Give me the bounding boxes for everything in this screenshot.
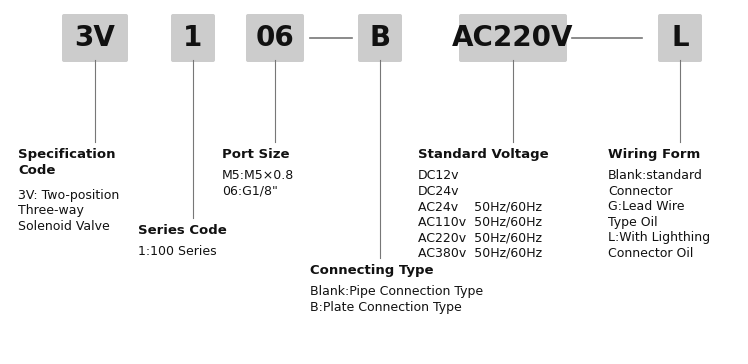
Text: AC220v  50Hz/60Hz: AC220v 50Hz/60Hz xyxy=(418,232,542,244)
Text: Specification
Code: Specification Code xyxy=(18,148,115,177)
Text: Connecting Type: Connecting Type xyxy=(310,264,434,277)
FancyBboxPatch shape xyxy=(171,14,215,62)
Text: L:With Lighthing: L:With Lighthing xyxy=(608,232,710,244)
Text: Wiring Form: Wiring Form xyxy=(608,148,700,161)
Text: L: L xyxy=(671,24,689,52)
Text: G:Lead Wire: G:Lead Wire xyxy=(608,200,684,213)
Text: DC12v: DC12v xyxy=(418,169,459,182)
Text: 1:100 Series: 1:100 Series xyxy=(138,245,217,258)
Text: B:Plate Connection Type: B:Plate Connection Type xyxy=(310,301,462,314)
FancyBboxPatch shape xyxy=(358,14,402,62)
Text: Standard Voltage: Standard Voltage xyxy=(418,148,548,161)
Text: Solenoid Valve: Solenoid Valve xyxy=(18,220,110,233)
Text: 1: 1 xyxy=(183,24,203,52)
Text: Type Oil: Type Oil xyxy=(608,216,657,229)
Text: AC24v    50Hz/60Hz: AC24v 50Hz/60Hz xyxy=(418,200,542,213)
Text: 06: 06 xyxy=(256,24,295,52)
Text: 3V: 3V xyxy=(75,24,115,52)
Text: Series Code: Series Code xyxy=(138,224,227,237)
Text: AC110v  50Hz/60Hz: AC110v 50Hz/60Hz xyxy=(418,216,542,229)
Text: Three-way: Three-way xyxy=(18,204,84,217)
Text: Connector Oil: Connector Oil xyxy=(608,247,693,260)
Text: B: B xyxy=(370,24,390,52)
Text: Connector: Connector xyxy=(608,185,672,198)
Text: 06:G1/8": 06:G1/8" xyxy=(222,185,278,198)
FancyBboxPatch shape xyxy=(658,14,702,62)
FancyBboxPatch shape xyxy=(62,14,128,62)
Text: AC380v  50Hz/60Hz: AC380v 50Hz/60Hz xyxy=(418,247,542,260)
FancyBboxPatch shape xyxy=(246,14,304,62)
Text: M5:M5×0.8: M5:M5×0.8 xyxy=(222,169,294,182)
Text: 3V: Two-position: 3V: Two-position xyxy=(18,189,119,202)
Text: DC24v: DC24v xyxy=(418,185,459,198)
Text: Port Size: Port Size xyxy=(222,148,289,161)
Text: Blank:standard: Blank:standard xyxy=(608,169,703,182)
Text: Blank:Pipe Connection Type: Blank:Pipe Connection Type xyxy=(310,285,483,298)
Text: AC220V: AC220V xyxy=(453,24,574,52)
FancyBboxPatch shape xyxy=(459,14,567,62)
